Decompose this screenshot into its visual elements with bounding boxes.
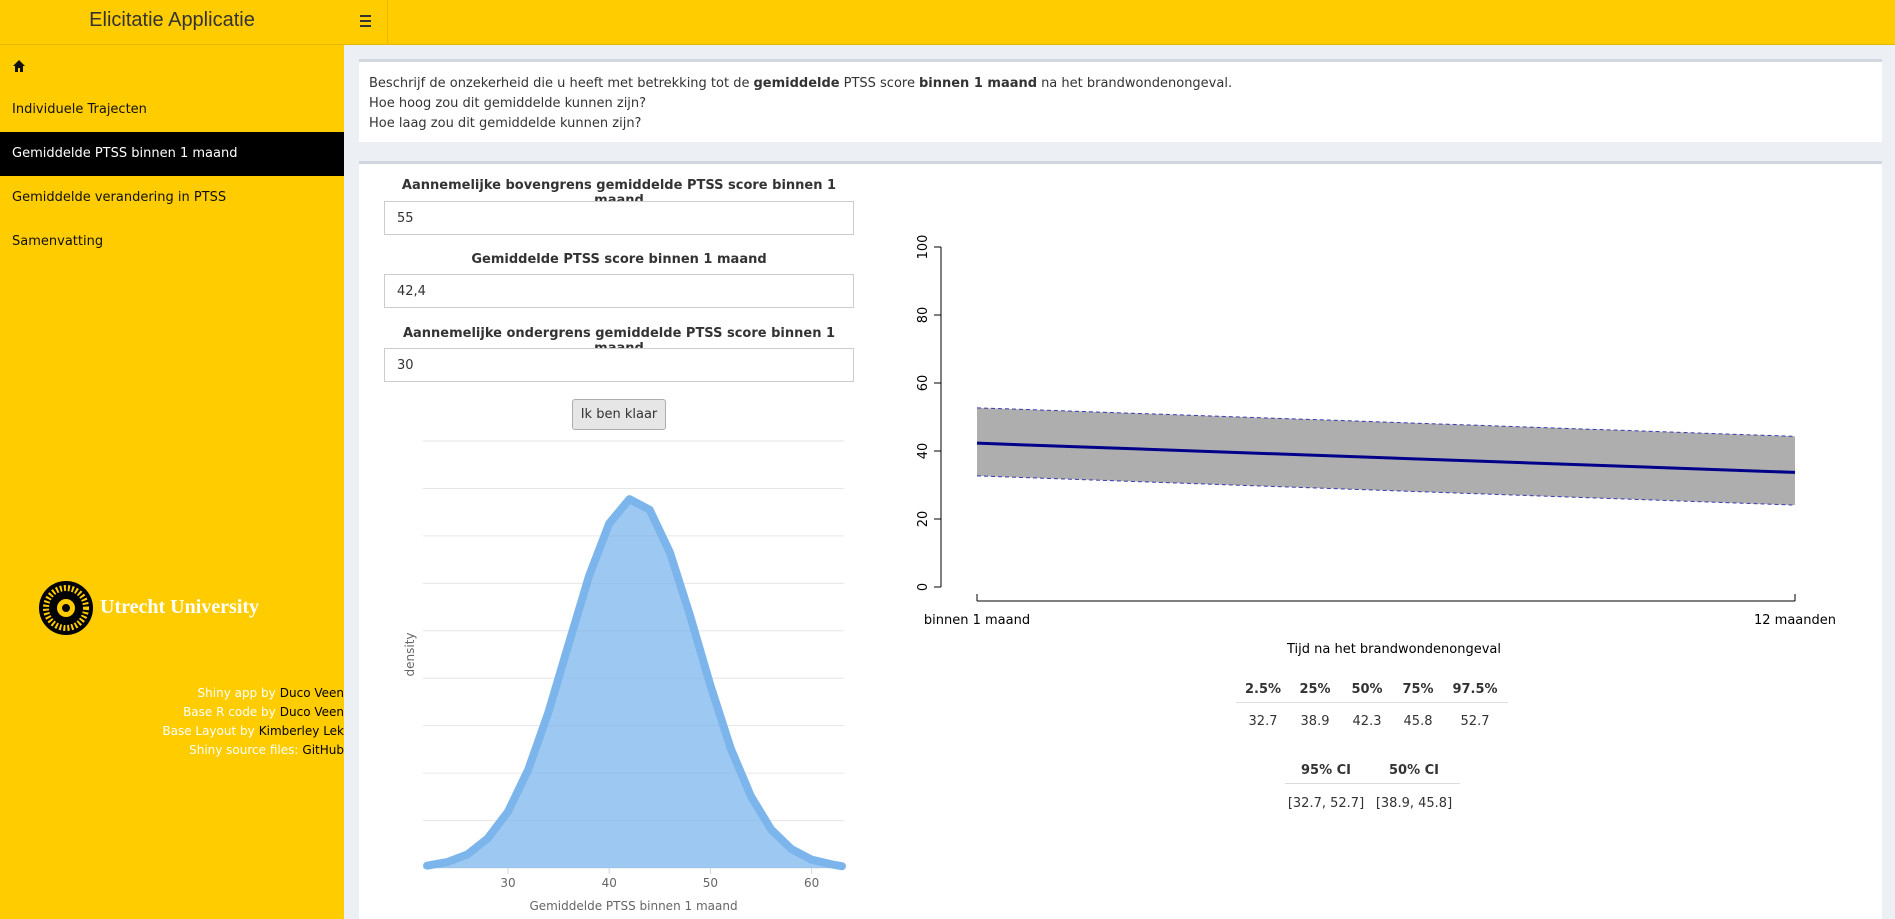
credit-line: Base Layout by Kimberley Lek [0,724,344,738]
text-input[interactable]: 42,4 [384,274,854,308]
intro-text: na het brandwondenongeval. [1041,76,1233,91]
intro-line: Hoe laag zou dit gemiddelde kunnen zijn? [369,116,642,131]
table-cell: 38.9 [1300,714,1330,729]
app-title: Elicitatie Applicatie [0,0,344,45]
x-tick-label: 12 maanden [1754,613,1836,628]
y-axis-label: density [403,633,417,677]
y-tick-label: 60 [916,375,931,392]
trajectory-chart: 0 20 40 60 80 100 binnen 1 maand 12 maanden Tijd… [916,235,1836,657]
table-header: 95% CI [1300,763,1352,778]
credit-link[interactable]: Duco Veen [279,705,344,719]
credit-text: Base Layout by [162,724,255,738]
table-cell: 52.7 [1460,714,1490,729]
table-header: 75% [1402,682,1434,697]
table-rule [1285,783,1460,784]
intro-line: Beschrijf de onzekerheid die u heeft met… [369,76,1236,91]
density-chart: 30 40 50 60 Gemiddelde PTSS binnen 1 maand de… [403,440,846,913]
table-header: 25% [1299,682,1331,697]
y-tick-label: 100 [916,235,931,260]
table-cell: 45.8 [1403,714,1433,729]
table-rule [1236,702,1508,703]
x-tick-label: 50 [703,876,718,890]
y-tick-label: 40 [916,443,931,460]
credit-text: Shiny app by [197,686,276,700]
credit-link[interactable]: Duco Veen [279,686,344,700]
logo-text: Utrecht University [100,596,260,618]
series-line [976,441,1796,474]
table-header: 50% CI [1388,763,1440,778]
x-tick-label: 40 [602,876,617,890]
credit-text: Base R code by [183,705,276,719]
series-line [976,407,1796,437]
table-header: 97.5% [1452,682,1498,697]
y-tick-label: 80 [916,307,931,324]
intro-box: Beschrijf de onzekerheid die u heeft met… [359,59,1882,142]
y-tick-label: 20 [916,511,931,528]
home-icon[interactable] [12,59,26,73]
intro-text: gemiddelde [753,76,840,91]
x-tick-label: binnen 1 maand [924,613,1030,628]
logo-icon [39,581,93,635]
x-axis-label: Gemiddelde PTSS binnen 1 maand [529,899,737,913]
text-input[interactable]: 55 [384,201,854,235]
intro-text: binnen 1 maand [918,76,1038,91]
table-header: 50% [1351,682,1383,697]
table-cell: 42.3 [1352,714,1382,729]
menu-item[interactable]: Samenvatting [12,234,104,249]
table-cell: [32.7, 52.7] [1287,796,1365,811]
credit-line: Base R code by Duco Veen [0,705,344,719]
x-axis-label: Tijd na het brandwondenongeval [1286,642,1501,657]
text-input[interactable]: 30 [384,348,854,382]
credit-line: Shiny app by Duco Veen [0,686,344,700]
intro-text: Beschrijf de onzekerheid die u heeft met… [369,76,750,91]
density-line [423,495,846,871]
table-cell: 32.7 [1248,714,1278,729]
x-tick-label: 60 [804,876,819,890]
credit-link[interactable]: Kimberley Lek [258,724,344,738]
table-header: 2.5% [1244,682,1282,697]
credit-line: Shiny source files: GitHub [0,743,344,757]
credit-text: Shiny source files: [189,743,299,757]
field-label: Gemiddelde PTSS score binnen 1 maand [471,252,767,267]
header [344,0,1895,45]
menu-item[interactable]: Individuele Trajecten [12,102,147,117]
menu-toggle[interactable] [344,0,388,44]
table-cell: [38.9, 45.8] [1375,796,1453,811]
density-area [427,499,842,868]
series-line [976,475,1796,506]
intro-line: Hoe hoog zou dit gemiddelde kunnen zijn? [369,96,647,111]
y-tick-label: 0 [916,583,931,591]
menu-item[interactable]: Gemiddelde verandering in PTSS [12,190,227,205]
credit-link[interactable]: GitHub [302,743,344,757]
intro-text: PTSS score [843,76,915,91]
sidebar: Elicitatie Applicatie Utrecht University… [0,0,344,919]
x-tick-label: 30 [500,876,515,890]
menu-item[interactable]: Gemiddelde PTSS binnen 1 maand [0,132,344,176]
done-button[interactable]: Ik ben klaar [572,399,666,430]
